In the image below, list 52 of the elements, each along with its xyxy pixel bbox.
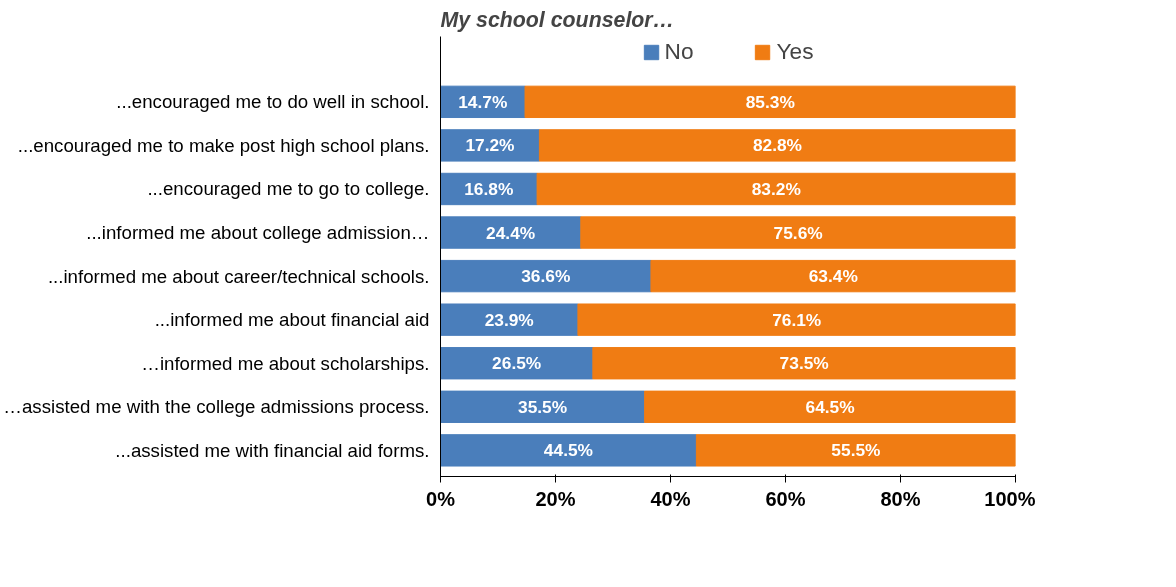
data-label: 36.6% bbox=[521, 266, 571, 287]
chart-title: My school counselor… bbox=[440, 7, 674, 32]
data-label: 14.7% bbox=[458, 91, 508, 112]
bar bbox=[580, 216, 1016, 249]
data-label: 17.2% bbox=[465, 135, 515, 156]
bar bbox=[440, 129, 540, 162]
data-label: 55.5% bbox=[831, 440, 881, 461]
y-tick-label: …informed me about scholarships. bbox=[141, 352, 430, 374]
y-tick-label: ...encouraged me to make post high school plans. bbox=[17, 134, 430, 156]
bar bbox=[644, 390, 1016, 423]
legend-label: Yes bbox=[776, 38, 814, 65]
x-tick-label: 100% bbox=[984, 487, 1036, 510]
data-label: 26.5% bbox=[492, 353, 542, 374]
bar bbox=[440, 259, 652, 293]
data-label: 24.4% bbox=[486, 222, 536, 243]
bar bbox=[440, 347, 594, 380]
y-tick-label: ...encouraged me to do well in school. bbox=[116, 91, 430, 113]
bar bbox=[536, 172, 1016, 206]
y-tick-label: …assisted me with the college admissions process. bbox=[3, 396, 430, 418]
data-label: 64.5% bbox=[805, 396, 855, 417]
data-label: 35.5% bbox=[518, 396, 568, 417]
data-label: 85.3% bbox=[745, 91, 795, 112]
bar bbox=[695, 434, 1016, 467]
bar bbox=[440, 434, 697, 467]
y-tick-label: ...assisted me with financial aid forms. bbox=[115, 439, 430, 461]
data-label: 73.5% bbox=[779, 353, 829, 374]
y-tick-label: ...informed me about college admission… bbox=[86, 222, 430, 244]
x-tick-label: 80% bbox=[880, 487, 921, 510]
data-label: 82.8% bbox=[752, 135, 803, 156]
data-label: 75.6% bbox=[773, 222, 823, 243]
x-tick-label: 60% bbox=[765, 487, 806, 510]
y-tick-label: ...informed me about career/technical schools. bbox=[47, 265, 430, 287]
legend-label: No bbox=[664, 38, 694, 65]
bar bbox=[538, 129, 1016, 162]
bar bbox=[650, 259, 1016, 293]
bar bbox=[577, 303, 1016, 336]
data-label: 83.2% bbox=[751, 178, 801, 199]
data-label: 23.9% bbox=[484, 309, 534, 330]
x-tick-label: 0% bbox=[426, 487, 456, 510]
x-tick-label: 40% bbox=[650, 487, 691, 510]
bar bbox=[440, 216, 582, 249]
data-label: 16.8% bbox=[464, 178, 514, 199]
bar bbox=[592, 347, 1016, 380]
y-tick-label: ...encouraged me to go to college. bbox=[147, 178, 430, 200]
y-tick-label: ...informed me about financial aid bbox=[154, 309, 430, 331]
data-label: 76.1% bbox=[772, 309, 822, 330]
data-label: 44.5% bbox=[543, 440, 594, 461]
bar bbox=[440, 303, 579, 336]
data-label: 63.4% bbox=[808, 266, 858, 287]
x-tick-label: 20% bbox=[535, 487, 576, 510]
bar bbox=[440, 390, 646, 423]
bar bbox=[524, 85, 1016, 119]
